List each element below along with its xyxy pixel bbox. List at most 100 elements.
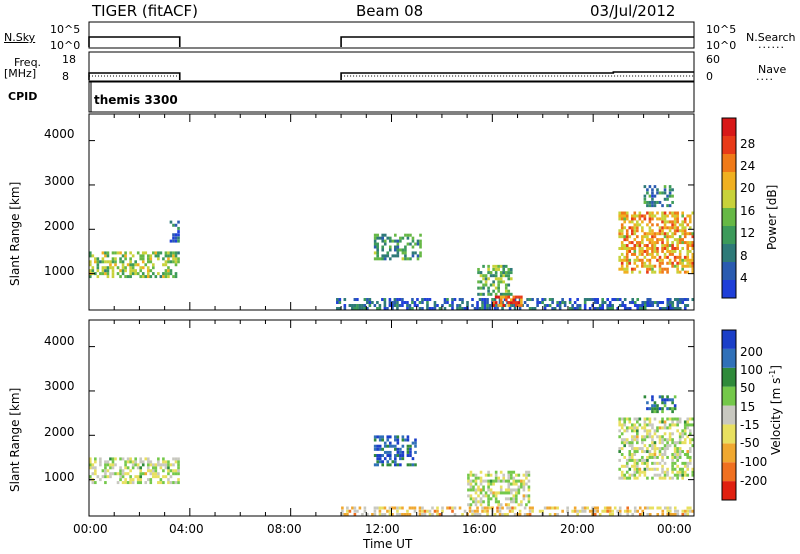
heatmap-cell xyxy=(441,506,444,510)
heatmap-cell xyxy=(676,255,679,259)
heatmap-cell xyxy=(177,236,180,240)
heatmap-cell xyxy=(401,248,405,252)
heatmap-cell xyxy=(169,269,173,273)
heatmap-cell xyxy=(661,270,664,274)
heatmap-cell xyxy=(146,266,150,270)
heatmap-cell xyxy=(636,429,639,433)
heatmap-cell xyxy=(513,506,517,510)
heatmap-cell xyxy=(494,277,498,281)
heatmap-cell xyxy=(502,264,506,268)
heatmap-cell xyxy=(678,417,682,421)
heatmap-cell xyxy=(661,232,664,236)
heatmap-cell xyxy=(641,238,644,242)
heatmap-cell xyxy=(620,441,624,445)
heatmap-cell xyxy=(502,292,506,296)
heatmap-cell xyxy=(121,475,125,479)
heatmap-cell xyxy=(406,301,409,305)
heatmap-cell xyxy=(623,304,627,308)
heatmap-cell xyxy=(149,260,153,264)
heatmap-cell xyxy=(496,506,499,510)
heatmap-cell xyxy=(431,307,434,310)
cpid-label: CPID xyxy=(8,90,38,103)
heatmap-cell xyxy=(418,307,422,310)
heatmap-cell xyxy=(656,506,660,510)
heatmap-cell xyxy=(509,476,513,480)
heatmap-cell xyxy=(658,420,662,424)
heatmap-cell xyxy=(493,513,497,516)
heatmap-cell xyxy=(139,460,143,464)
heatmap-cell xyxy=(101,266,105,270)
colorbar-segment xyxy=(722,208,736,226)
heatmap-cell xyxy=(478,298,482,302)
heatmap-cell xyxy=(663,432,667,436)
heatmap-cell xyxy=(646,304,650,308)
heatmap-cell xyxy=(641,513,645,516)
heatmap-cell xyxy=(651,229,654,233)
heatmap-cell xyxy=(453,298,457,302)
heatmap-cell xyxy=(686,426,690,430)
heatmap-cell xyxy=(111,460,115,464)
heatmap-cell xyxy=(520,301,523,305)
heatmap-cell xyxy=(136,466,140,470)
heatmap-cell xyxy=(126,457,130,461)
heatmap-cell xyxy=(89,263,92,267)
heatmap-cell xyxy=(507,274,511,278)
heatmap-cell xyxy=(673,238,677,242)
heatmap-cell xyxy=(623,429,627,433)
heatmap-cell xyxy=(167,478,170,482)
heatmap-cell xyxy=(581,506,584,510)
heatmap-cell xyxy=(381,236,385,240)
heatmap-cell xyxy=(641,246,644,250)
heatmap-cell xyxy=(628,261,632,265)
heatmap-cell xyxy=(648,298,652,302)
heatmap-cell xyxy=(157,460,160,464)
heatmap-cell xyxy=(583,298,587,302)
heatmap-cell xyxy=(681,301,685,305)
heatmap-cell xyxy=(576,307,579,310)
heatmap-cell xyxy=(512,482,516,486)
heatmap-cell xyxy=(676,450,679,454)
heatmap-cell xyxy=(681,232,684,236)
heatmap-cell xyxy=(154,251,158,255)
heatmap-cell xyxy=(671,438,674,442)
aux-panel-frame xyxy=(88,21,695,49)
heatmap-cell xyxy=(681,229,684,233)
heatmap-cell xyxy=(583,301,587,305)
heatmap-cell xyxy=(116,266,120,270)
heatmap-cell xyxy=(101,272,105,276)
heatmap-cell xyxy=(656,410,659,414)
heatmap-cell xyxy=(481,509,484,513)
heatmap-cell xyxy=(673,467,677,471)
heatmap-cell xyxy=(593,307,597,310)
heatmap-cell xyxy=(653,450,657,454)
heatmap-cell xyxy=(154,254,158,258)
heatmap-cell xyxy=(625,252,629,256)
heatmap-cell xyxy=(668,417,672,421)
heatmap-cell xyxy=(673,298,677,302)
heatmap-cell xyxy=(593,506,597,510)
heatmap-cell xyxy=(109,260,112,264)
heatmap-cell xyxy=(99,478,102,482)
heatmap-cell xyxy=(448,304,452,308)
heatmap-cell xyxy=(497,491,500,495)
heatmap-cell xyxy=(418,509,422,513)
heatmap-cell xyxy=(673,461,677,465)
heatmap-cell xyxy=(658,191,662,195)
heatmap-cell xyxy=(494,470,498,474)
heatmap-cell xyxy=(366,307,369,310)
heatmap-cell xyxy=(111,463,115,467)
heatmap-cell xyxy=(661,426,664,430)
nsearch-tick-high: 10^5 xyxy=(706,23,737,36)
heatmap-cell xyxy=(391,513,394,516)
heatmap-cell xyxy=(663,223,667,227)
heatmap-cell xyxy=(411,298,414,302)
heatmap-cell xyxy=(467,473,470,477)
heatmap-cell xyxy=(601,304,604,308)
heatmap-cell xyxy=(661,401,664,405)
heatmap-cell xyxy=(129,260,132,264)
nsky-tick-low: 10^0 xyxy=(50,39,81,52)
heatmap-cell xyxy=(668,252,672,256)
heatmap-cell xyxy=(686,506,690,510)
heatmap-cell xyxy=(686,244,690,248)
heatmap-cell xyxy=(625,255,629,259)
